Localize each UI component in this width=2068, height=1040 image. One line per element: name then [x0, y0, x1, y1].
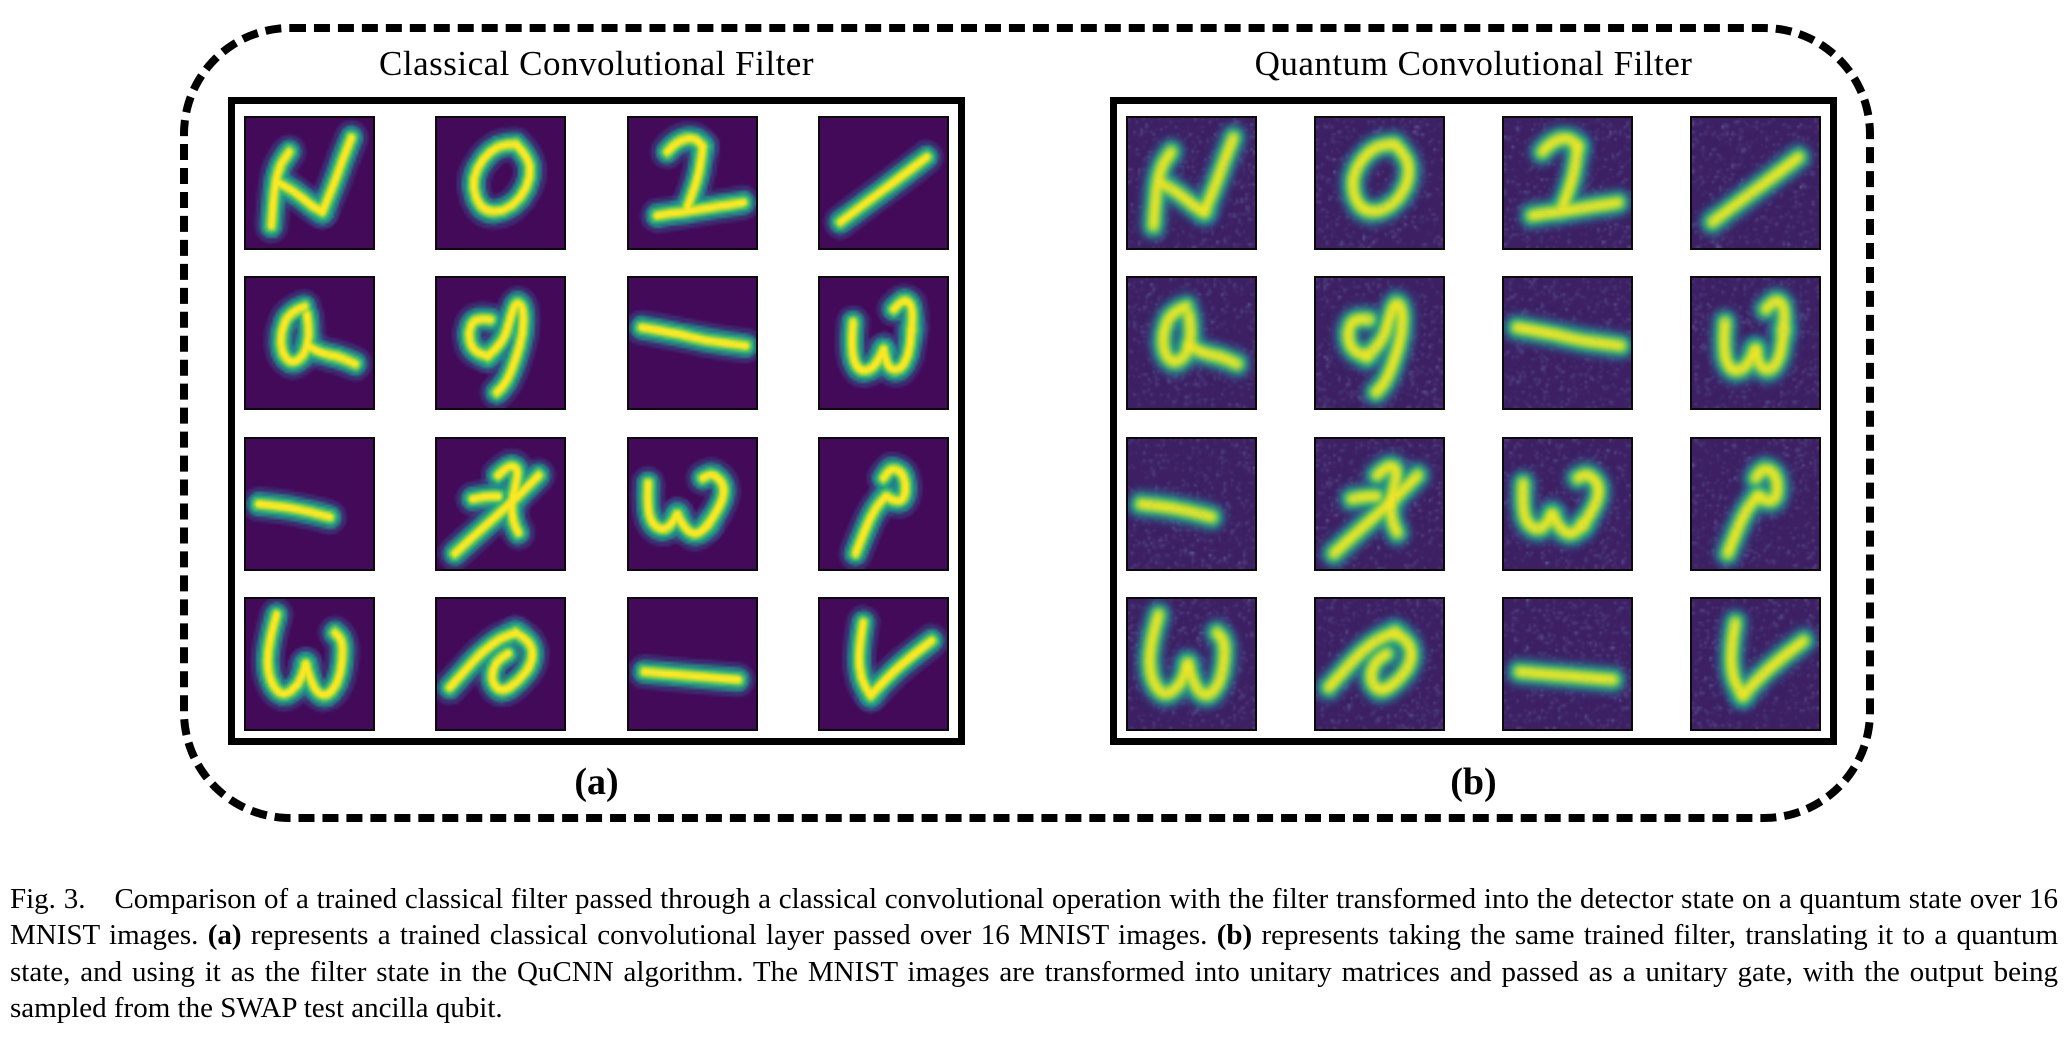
digit-image	[1128, 438, 1255, 569]
panel-title-quantum: Quantum Convolutional Filter	[1254, 44, 1693, 83]
digit-image	[1316, 598, 1443, 729]
digit-image	[1316, 118, 1443, 248]
digit-image	[437, 438, 565, 569]
mnist-tile-glyph-w-hook	[626, 436, 758, 571]
mnist-tile-glyph-w-large	[1126, 596, 1257, 731]
digit-image	[628, 278, 756, 409]
digit-image	[246, 278, 373, 409]
digit-image	[628, 598, 756, 729]
digit-image	[628, 438, 756, 569]
mnist-tile-glyph-cursive-a	[244, 276, 375, 411]
mnist-tile-glyph-dash-short	[244, 436, 375, 571]
digit-image	[1504, 118, 1631, 248]
digit-image	[246, 118, 373, 248]
digit-image	[1692, 438, 1819, 569]
mnist-tile-glyph-script-n	[244, 116, 375, 250]
caption-text: represents taking the same trained filte…	[10, 919, 2059, 1024]
mnist-tile-glyph-omega	[1690, 276, 1821, 411]
digit-image	[1316, 438, 1443, 569]
quantum-filter-panel	[1110, 97, 1837, 745]
digit-image	[628, 118, 756, 248]
digit-image	[1128, 278, 1255, 409]
mnist-tile-glyph-zero	[1314, 116, 1445, 250]
digit-image	[437, 598, 565, 729]
mnist-tile-glyph-two	[626, 116, 758, 250]
digit-image	[246, 438, 373, 569]
classical-filter-panel	[228, 97, 965, 745]
figure-dashed-border	[180, 24, 1874, 822]
digit-image	[819, 438, 947, 569]
digit-image	[437, 118, 565, 248]
caption-text: Fig. 3. Comparison of a trained classica…	[10, 883, 2058, 952]
digit-image	[1692, 278, 1819, 409]
mnist-tile-glyph-cursive-a	[1126, 276, 1257, 411]
digit-image	[819, 598, 947, 729]
mnist-tile-glyph-dash-long	[1502, 276, 1633, 411]
mnist-tile-glyph-zero	[435, 116, 567, 250]
digit-image	[1504, 278, 1631, 409]
figure-caption: Fig. 3. Comparison of a trained classica…	[10, 881, 2058, 1026]
caption-text: represents a trained classical convoluti…	[241, 919, 1217, 952]
caption-bold-label: (a)	[207, 919, 242, 952]
mnist-tile-glyph-dash-mid	[1502, 596, 1633, 731]
digit-image	[1504, 598, 1631, 729]
digit-image	[1692, 118, 1819, 248]
mnist-tile-glyph-curl-r	[1690, 436, 1821, 571]
subfigure-label-a: (a)	[574, 761, 619, 803]
mnist-tile-glyph-check-v	[817, 596, 949, 731]
mnist-tile-glyph-w-large	[244, 596, 375, 731]
mnist-tile-glyph-cursive-q	[435, 276, 567, 411]
mnist-tile-glyph-check-v	[1690, 596, 1821, 731]
mnist-tile-glyph-dash-long	[626, 276, 758, 411]
mnist-tile-glyph-dash-mid	[626, 596, 758, 731]
digit-image	[1128, 118, 1255, 248]
subfigure-label-b: (b)	[1450, 761, 1497, 803]
digit-image	[1504, 438, 1631, 569]
mnist-tile-glyph-two	[1502, 116, 1633, 250]
digit-image	[819, 118, 947, 248]
digit-image	[1316, 278, 1443, 409]
digit-image	[1692, 598, 1819, 729]
mnist-tile-glyph-slash	[1690, 116, 1821, 250]
mnist-tile-glyph-omega	[817, 276, 949, 411]
mnist-tile-glyph-cursive-q	[1314, 276, 1445, 411]
mnist-tile-glyph-w-hook	[1502, 436, 1633, 571]
digit-image	[1128, 598, 1255, 729]
mnist-tile-glyph-sigma-loop	[435, 596, 567, 731]
mnist-tile-glyph-four-cross	[1314, 436, 1445, 571]
mnist-tile-glyph-dash-short	[1126, 436, 1257, 571]
mnist-tile-glyph-slash	[817, 116, 949, 250]
digit-image	[437, 278, 565, 409]
caption-bold-label: (b)	[1216, 919, 1253, 952]
mnist-tile-glyph-script-n	[1126, 116, 1257, 250]
panel-title-classical: Classical Convolutional Filter	[379, 44, 814, 83]
digit-image	[819, 278, 947, 409]
mnist-tile-glyph-four-cross	[435, 436, 567, 571]
digit-image	[246, 598, 373, 729]
mnist-tile-glyph-sigma-loop	[1314, 596, 1445, 731]
mnist-tile-glyph-curl-r	[817, 436, 949, 571]
